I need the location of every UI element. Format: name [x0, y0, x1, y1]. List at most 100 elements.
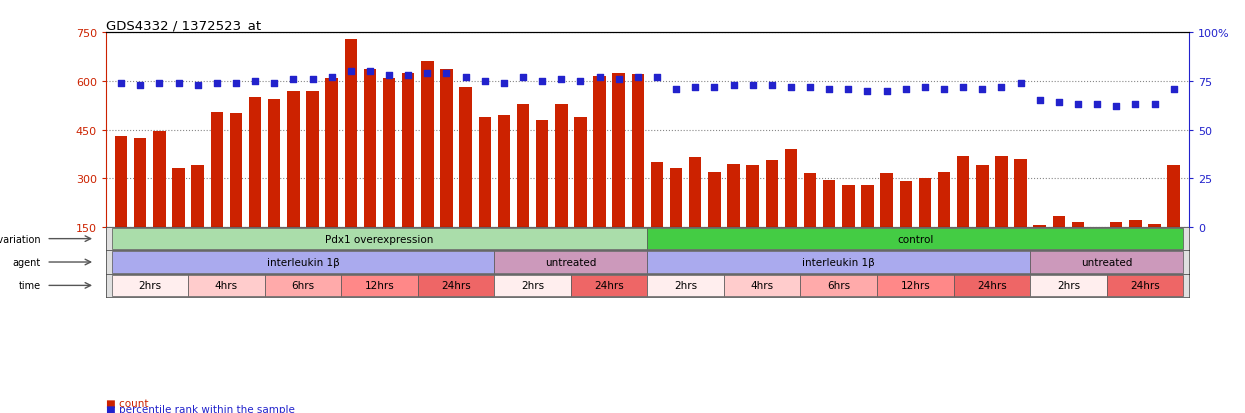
- Text: 2hrs: 2hrs: [674, 281, 697, 291]
- Text: 24hrs: 24hrs: [594, 281, 624, 291]
- Bar: [459, 88, 472, 228]
- Point: [437, 71, 457, 77]
- Point: [838, 86, 858, 93]
- Point: [934, 86, 954, 93]
- Point: [245, 78, 265, 85]
- Point: [705, 84, 725, 91]
- Text: 4hrs: 4hrs: [751, 281, 774, 291]
- Bar: [954, 275, 1030, 296]
- Text: 2hrs: 2hrs: [1057, 281, 1079, 291]
- Point: [513, 74, 533, 81]
- Point: [819, 86, 839, 93]
- Bar: [842, 185, 854, 228]
- Bar: [708, 172, 721, 228]
- Point: [149, 80, 169, 87]
- Bar: [112, 275, 188, 296]
- Bar: [345, 40, 357, 228]
- Point: [474, 78, 494, 85]
- Bar: [268, 100, 280, 228]
- Point: [627, 74, 647, 81]
- Text: ■ percentile rank within the sample: ■ percentile rank within the sample: [106, 404, 295, 413]
- Bar: [494, 252, 647, 273]
- Bar: [112, 252, 494, 273]
- Point: [991, 84, 1011, 91]
- Text: genotype/variation: genotype/variation: [0, 234, 41, 244]
- Bar: [784, 150, 797, 228]
- Text: 24hrs: 24hrs: [1130, 281, 1160, 291]
- Text: 24hrs: 24hrs: [441, 281, 471, 291]
- Bar: [670, 169, 682, 228]
- Point: [207, 80, 227, 87]
- Bar: [1072, 223, 1084, 228]
- Point: [1144, 102, 1164, 108]
- Bar: [647, 252, 1030, 273]
- Bar: [801, 275, 876, 296]
- Point: [1087, 102, 1107, 108]
- Point: [264, 80, 284, 87]
- Bar: [1168, 166, 1180, 228]
- Bar: [631, 75, 644, 228]
- Bar: [647, 228, 1183, 249]
- Point: [972, 86, 992, 93]
- Bar: [957, 156, 970, 228]
- Point: [858, 88, 878, 95]
- Point: [168, 80, 188, 87]
- Text: untreated: untreated: [545, 257, 596, 267]
- Bar: [341, 275, 418, 296]
- Bar: [112, 228, 647, 249]
- Bar: [727, 164, 740, 228]
- Bar: [1107, 275, 1183, 296]
- Bar: [498, 116, 510, 228]
- Point: [398, 73, 418, 79]
- Text: untreated: untreated: [1081, 257, 1133, 267]
- Bar: [249, 98, 261, 228]
- Bar: [571, 275, 647, 296]
- Bar: [265, 275, 341, 296]
- Bar: [1033, 226, 1046, 228]
- Point: [131, 82, 151, 89]
- Text: ■ count: ■ count: [106, 398, 148, 408]
- Bar: [134, 138, 147, 228]
- Bar: [613, 74, 625, 228]
- Text: 2hrs: 2hrs: [520, 281, 544, 291]
- Point: [685, 84, 705, 91]
- Bar: [823, 180, 835, 228]
- Text: 24hrs: 24hrs: [977, 281, 1007, 291]
- Point: [227, 80, 247, 87]
- Point: [609, 76, 629, 83]
- Bar: [919, 179, 931, 228]
- Point: [284, 76, 304, 83]
- Bar: [210, 112, 223, 228]
- Point: [532, 78, 552, 85]
- Text: interleukin 1β: interleukin 1β: [266, 257, 340, 267]
- Point: [570, 78, 590, 85]
- Text: 6hrs: 6hrs: [291, 281, 315, 291]
- Bar: [364, 70, 376, 228]
- Bar: [862, 185, 874, 228]
- Bar: [1030, 252, 1183, 273]
- Bar: [880, 174, 893, 228]
- Bar: [421, 62, 433, 228]
- Point: [1068, 102, 1088, 108]
- Point: [647, 74, 667, 81]
- Point: [1048, 100, 1068, 106]
- Text: agent: agent: [12, 257, 41, 267]
- Bar: [1129, 221, 1142, 228]
- Bar: [288, 91, 300, 228]
- Bar: [1111, 223, 1123, 228]
- Point: [762, 82, 782, 89]
- Bar: [535, 121, 548, 228]
- Point: [896, 86, 916, 93]
- Bar: [325, 78, 337, 228]
- Bar: [172, 169, 184, 228]
- Point: [303, 76, 322, 83]
- Point: [954, 84, 974, 91]
- Bar: [188, 275, 265, 296]
- Point: [1011, 80, 1031, 87]
- Point: [876, 88, 896, 95]
- Bar: [995, 156, 1007, 228]
- Bar: [306, 91, 319, 228]
- Bar: [976, 166, 989, 228]
- Point: [781, 84, 801, 91]
- Bar: [382, 78, 395, 228]
